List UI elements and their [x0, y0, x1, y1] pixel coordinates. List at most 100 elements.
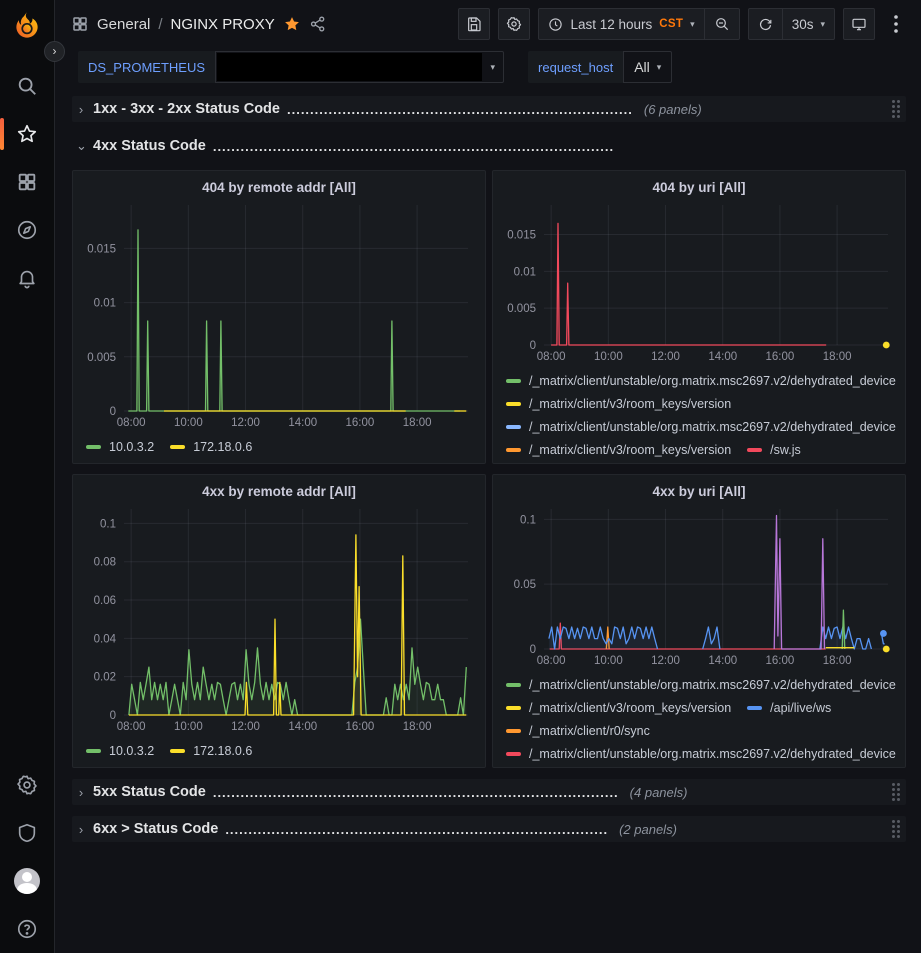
row-drag-handle[interactable]: [892, 820, 900, 838]
legend-item[interactable]: /_matrix/client/v3/room_keys/version: [506, 392, 731, 415]
row-drag-handle[interactable]: [892, 783, 900, 801]
chart-legend: 10.0.3.2 172.18.0.6: [80, 431, 478, 458]
grafana-logo-icon[interactable]: [10, 10, 44, 44]
cycle-view-mode-button[interactable]: [843, 8, 875, 40]
legend-item[interactable]: /_matrix/client/unstable/org.matrix.msc2…: [506, 369, 896, 392]
panel-404-by-remote-addr: 404 by remote addr [All] 0 0.005 0.01 0.015…: [72, 170, 486, 464]
sidebar-item-explore[interactable]: [0, 206, 55, 254]
svg-text:16:00: 16:00: [766, 351, 795, 363]
sidebar-item-help[interactable]: [0, 905, 55, 953]
legend-item[interactable]: /_matrix/client/r0/sync: [506, 719, 650, 742]
request-host-value: All: [634, 59, 650, 75]
sidebar-item-dashboards[interactable]: [0, 158, 55, 206]
chart-legend: /_matrix/client/unstable/org.matrix.msc2…: [500, 669, 898, 762]
legend-swatch-icon: [506, 447, 521, 452]
legend-item[interactable]: /_matrix/client/unstable/org.matrix.msc2…: [506, 415, 896, 438]
time-picker-group: Last 12 hours CST ▾: [538, 8, 740, 40]
legend-label: /_matrix/client/unstable/org.matrix.msc2…: [529, 419, 896, 434]
row-title: 5xx Status Code: [93, 784, 206, 800]
panel-title[interactable]: 4xx by remote addr [All]: [202, 484, 356, 499]
legend-label: 10.0.3.2: [109, 743, 155, 758]
legend-item[interactable]: 10.0.3.2: [86, 739, 154, 762]
row-panel-count: (2 panels): [619, 821, 677, 837]
refresh-button[interactable]: [749, 9, 782, 39]
chart-legend: /_matrix/client/unstable/org.matrix.msc2…: [500, 365, 898, 458]
request-host-variable-label[interactable]: request_host: [528, 51, 624, 83]
chart-404-by-uri[interactable]: 0 0.005 0.01 0.015 08:00 10:00 12:00 14:00 16:00…: [500, 197, 898, 365]
legend-item[interactable]: /_matrix/client/v3/room_keys/version: [506, 438, 731, 458]
sidebar-item-alerting[interactable]: [0, 254, 55, 302]
legend-label: 172.18.0.6: [193, 743, 253, 758]
breadcrumb-folder[interactable]: General: [97, 15, 151, 33]
legend-label: /_matrix/client/unstable/org.matrix.msc2…: [529, 677, 896, 692]
dashboard-grid-icon: [73, 17, 87, 31]
svg-text:0.01: 0.01: [94, 298, 116, 310]
sidebar-item-server-admin[interactable]: [0, 809, 55, 857]
dashboard-settings-button[interactable]: [498, 8, 531, 40]
row-title: 1xx - 3xx - 2xx Status Code: [93, 101, 280, 117]
legend-item[interactable]: /api/live/ws: [747, 696, 831, 719]
search-icon[interactable]: [0, 62, 55, 110]
svg-text:12:00: 12:00: [231, 417, 260, 429]
legend-item[interactable]: /_matrix/client/v3/room_keys/version: [506, 696, 731, 719]
request-host-select[interactable]: All ▾: [623, 51, 673, 83]
save-dashboard-button[interactable]: [458, 8, 491, 40]
row-6xx[interactable]: › 6xx > Status Code ....................…: [72, 816, 906, 842]
refresh-interval-label: 30s: [791, 16, 814, 32]
legend-label: /_matrix/client/v3/room_keys/version: [529, 396, 732, 411]
legend-item[interactable]: /sw.js: [747, 438, 801, 458]
user-avatar[interactable]: [0, 857, 55, 905]
panel-title[interactable]: 404 by uri [All]: [652, 180, 746, 195]
row-leader-dots: ........................................…: [212, 784, 619, 800]
row-1xx-3xx-2xx[interactable]: › 1xx - 3xx - 2xx Status Code ..........…: [72, 96, 906, 122]
chevron-down-icon: ▾: [656, 61, 662, 72]
breadcrumb-dashboard-name[interactable]: NGINX PROXY: [170, 15, 275, 33]
legend-label: /_matrix/client/v3/room_keys/version: [529, 442, 732, 457]
svg-text:14:00: 14:00: [288, 417, 317, 429]
dashboard-canvas: › 1xx - 3xx - 2xx Status Code ..........…: [55, 94, 921, 953]
favorite-star-icon[interactable]: [283, 15, 301, 33]
chevron-down-icon: ▾: [690, 18, 695, 29]
share-icon[interactable]: [309, 15, 327, 33]
datasource-select-value: [217, 53, 482, 81]
panel-404-by-uri: 404 by uri [All] 0 0.005 0.01 0.015 08:00 10:…: [492, 170, 906, 464]
svg-text:14:00: 14:00: [708, 655, 737, 667]
legend-swatch-icon: [747, 705, 763, 710]
legend-item[interactable]: 10.0.3.2: [86, 435, 154, 458]
legend-label: /sw.js: [770, 442, 801, 457]
svg-text:14:00: 14:00: [708, 351, 737, 363]
panel-title[interactable]: 4xx by uri [All]: [652, 484, 746, 499]
legend-swatch-icon: [506, 401, 521, 406]
svg-text:18:00: 18:00: [403, 417, 432, 429]
chart-404-by-remote-addr[interactable]: 0 0.005 0.01 0.015 08:00 10:00 12:00 14:00 16:00…: [80, 197, 478, 431]
zoom-out-time-button[interactable]: [705, 9, 739, 39]
svg-text:0.01: 0.01: [514, 266, 536, 278]
more-options-button[interactable]: [883, 8, 909, 40]
legend-item[interactable]: /_matrix/client/unstable/org.matrix.msc2…: [506, 742, 896, 762]
svg-text:0.02: 0.02: [94, 672, 116, 684]
time-range-picker[interactable]: Last 12 hours CST ▾: [539, 9, 703, 39]
refresh-interval-picker[interactable]: 30s ▾: [783, 9, 834, 39]
datasource-variable-label[interactable]: DS_PROMETHEUS: [78, 51, 216, 83]
row-drag-handle[interactable]: [892, 100, 900, 118]
chevron-down-icon: ▾: [490, 61, 496, 72]
row-leader-dots: ........................................…: [225, 821, 609, 837]
svg-text:0.08: 0.08: [94, 557, 116, 569]
svg-text:12:00: 12:00: [651, 655, 680, 667]
datasource-select[interactable]: ▾: [215, 51, 505, 83]
chart-4xx-by-uri[interactable]: 0 0.05 0.1 08:00 10:00 12:00 14:00 16:00 18:00: [500, 501, 898, 669]
avatar: [14, 868, 40, 894]
chart-4xx-by-remote-addr[interactable]: 0 0.02 0.04 0.06 0.08 0.1 08:00 10:00 12:00 14:00…: [80, 501, 478, 735]
sidebar-item-starred[interactable]: [0, 110, 55, 158]
svg-text:0: 0: [110, 406, 116, 418]
row-4xx[interactable]: ⌄ 4xx Status Code ......................…: [72, 133, 906, 159]
svg-text:16:00: 16:00: [766, 655, 795, 667]
svg-text:0.015: 0.015: [507, 229, 536, 241]
legend-item[interactable]: /_matrix/client/unstable/org.matrix.msc2…: [506, 673, 896, 696]
row-5xx[interactable]: › 5xx Status Code ......................…: [72, 779, 906, 805]
sidebar-item-configuration[interactable]: [0, 761, 55, 809]
sidebar-expand-button[interactable]: ›: [44, 41, 65, 62]
panel-title[interactable]: 404 by remote addr [All]: [202, 180, 356, 195]
legend-item[interactable]: 172.18.0.6: [170, 739, 252, 762]
legend-item[interactable]: 172.18.0.6: [170, 435, 252, 458]
